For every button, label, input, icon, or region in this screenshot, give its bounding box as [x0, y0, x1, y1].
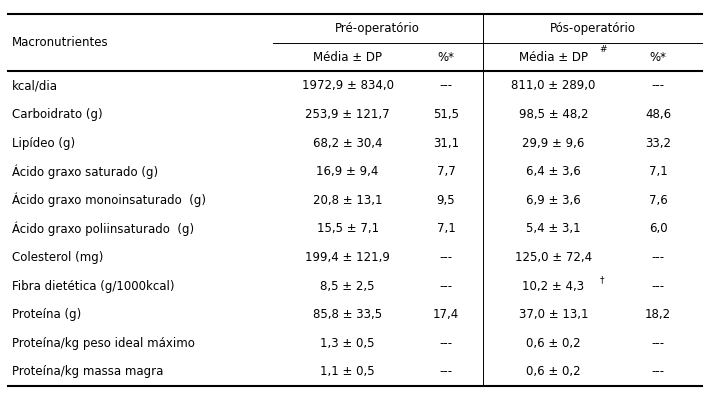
Text: 0,6 ± 0,2: 0,6 ± 0,2	[526, 365, 581, 379]
Text: Proteína (g): Proteína (g)	[12, 308, 81, 321]
Text: 85,8 ± 33,5: 85,8 ± 33,5	[313, 308, 382, 321]
Text: %*: %*	[438, 50, 455, 63]
Text: 48,6: 48,6	[645, 108, 671, 121]
Text: 51,5: 51,5	[433, 108, 459, 121]
Text: ---: ---	[440, 337, 452, 350]
Text: 20,8 ± 13,1: 20,8 ± 13,1	[313, 194, 382, 207]
Text: 1972,9 ± 834,0: 1972,9 ± 834,0	[302, 79, 394, 92]
Text: 1,1 ± 0,5: 1,1 ± 0,5	[320, 365, 375, 379]
Text: 6,4 ± 3,6: 6,4 ± 3,6	[526, 165, 581, 178]
Text: ---: ---	[440, 79, 452, 92]
Text: Pré-operatório: Pré-operatório	[336, 22, 420, 35]
Text: 98,5 ± 48,2: 98,5 ± 48,2	[518, 108, 588, 121]
Text: 37,0 ± 13,1: 37,0 ± 13,1	[518, 308, 588, 321]
Text: 253,9 ± 121,7: 253,9 ± 121,7	[305, 108, 390, 121]
Text: Média ± DP: Média ± DP	[519, 50, 588, 63]
Text: Ácido graxo poliinsaturado  (g): Ácido graxo poliinsaturado (g)	[12, 221, 194, 236]
Text: Ácido graxo saturado (g): Ácido graxo saturado (g)	[12, 164, 158, 179]
Text: Ácido graxo monoinsaturado  (g): Ácido graxo monoinsaturado (g)	[12, 193, 206, 208]
Text: ---: ---	[651, 79, 665, 92]
Text: 7,1: 7,1	[649, 165, 668, 178]
Text: Colesterol (mg): Colesterol (mg)	[12, 251, 103, 264]
Text: ---: ---	[651, 365, 665, 379]
Text: Macronutrientes: Macronutrientes	[12, 36, 108, 49]
Text: ---: ---	[440, 251, 452, 264]
Text: 33,2: 33,2	[645, 136, 671, 149]
Text: kcal/dia: kcal/dia	[12, 79, 58, 92]
Text: 15,5 ± 7,1: 15,5 ± 7,1	[316, 222, 379, 235]
Text: %*: %*	[649, 50, 667, 63]
Text: ---: ---	[440, 365, 452, 379]
Text: Fibra dietética (g/1000kcal): Fibra dietética (g/1000kcal)	[12, 280, 175, 293]
Text: ---: ---	[651, 251, 665, 264]
Text: 16,9 ± 9,4: 16,9 ± 9,4	[316, 165, 379, 178]
Text: 7,6: 7,6	[649, 194, 668, 207]
Text: #: #	[599, 45, 607, 55]
Text: 5,4 ± 3,1: 5,4 ± 3,1	[526, 222, 581, 235]
Text: Proteína/kg massa magra: Proteína/kg massa magra	[12, 365, 164, 379]
Text: Média ± DP: Média ± DP	[313, 50, 382, 63]
Text: Pós-operatório: Pós-operatório	[549, 22, 636, 35]
Text: 811,0 ± 289,0: 811,0 ± 289,0	[511, 79, 595, 92]
Text: 6,0: 6,0	[649, 222, 668, 235]
Text: †: †	[599, 275, 604, 284]
Text: 68,2 ± 30,4: 68,2 ± 30,4	[313, 136, 382, 149]
Text: 9,5: 9,5	[437, 194, 455, 207]
Text: ---: ---	[651, 280, 665, 293]
Text: 0,6 ± 0,2: 0,6 ± 0,2	[526, 337, 581, 350]
Text: 7,1: 7,1	[437, 222, 455, 235]
Text: Lipídeo (g): Lipídeo (g)	[12, 136, 75, 149]
Text: 1,3 ± 0,5: 1,3 ± 0,5	[321, 337, 375, 350]
Text: 199,4 ± 121,9: 199,4 ± 121,9	[305, 251, 390, 264]
Text: ---: ---	[651, 337, 665, 350]
Text: 125,0 ± 72,4: 125,0 ± 72,4	[515, 251, 592, 264]
Text: 31,1: 31,1	[433, 136, 459, 149]
Text: 10,2 ± 4,3: 10,2 ± 4,3	[523, 280, 584, 293]
Text: ---: ---	[440, 280, 452, 293]
Text: Carboidrato (g): Carboidrato (g)	[12, 108, 103, 121]
Text: 6,9 ± 3,6: 6,9 ± 3,6	[526, 194, 581, 207]
Text: 8,5 ± 2,5: 8,5 ± 2,5	[321, 280, 375, 293]
Text: Proteína/kg peso ideal máximo: Proteína/kg peso ideal máximo	[12, 337, 195, 350]
Text: 7,7: 7,7	[437, 165, 455, 178]
Text: 17,4: 17,4	[433, 308, 459, 321]
Text: 18,2: 18,2	[645, 308, 671, 321]
Text: 29,9 ± 9,6: 29,9 ± 9,6	[522, 136, 585, 149]
